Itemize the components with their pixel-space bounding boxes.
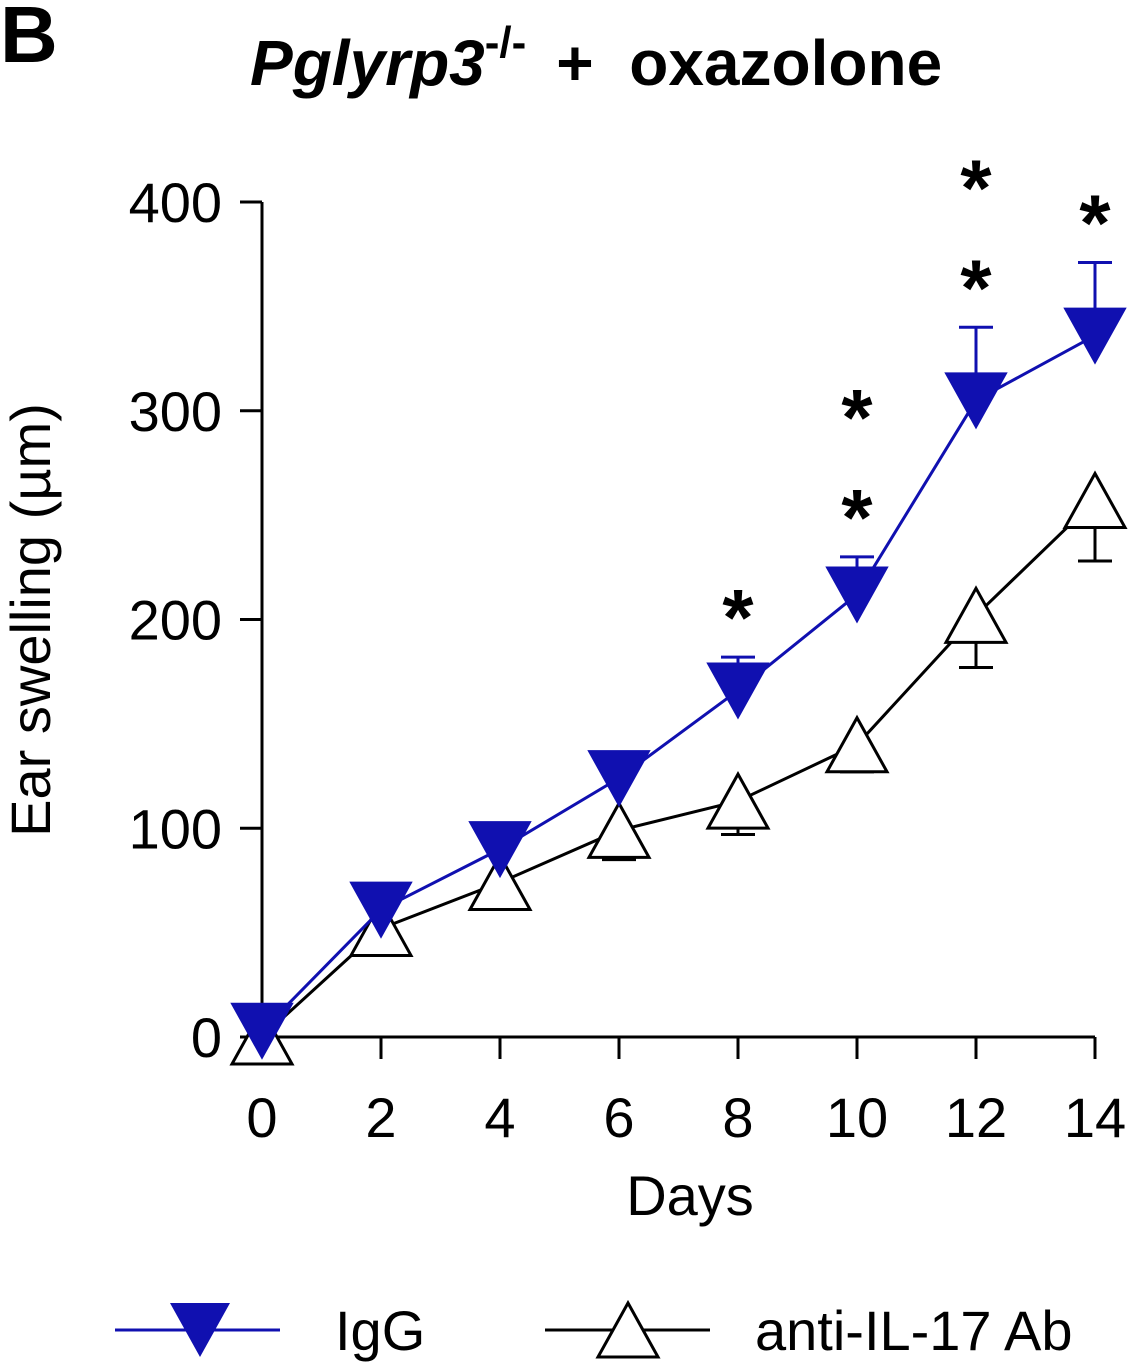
data-point [705,771,771,830]
series-igg [230,261,1127,1060]
data-point [468,821,532,879]
x-tick-label: 6 [603,1086,634,1149]
title-gene: Pglyrp3 [250,27,485,99]
series-group: * * * * * * [229,143,1128,1066]
x-tick-label: 0 [246,1086,277,1149]
data-point [230,1002,294,1060]
series-anti-il17 [229,470,1128,1066]
data-point [467,852,533,912]
title-rest: + oxazolone [556,27,942,99]
significance-asterisk: * [960,243,992,332]
y-axis-label: Ear swelling (µm) [0,403,62,837]
data-point [825,566,889,624]
x-tick-label: 12 [945,1086,1007,1149]
x-tick-label: 8 [722,1086,753,1149]
data-point [824,714,890,774]
x-tick-label: 4 [484,1086,515,1149]
chart-title: Pglyrp3-/- + oxazolone [250,18,942,99]
x-tick-label: 14 [1064,1086,1126,1149]
x-axis-label: Days [626,1164,754,1227]
data-point [706,662,770,720]
title-superscript: -/- [485,18,527,67]
significance-asterisk: * [1079,179,1111,268]
y-tick-label: 100 [129,797,222,860]
data-point [1063,307,1127,365]
data-point [943,585,1009,644]
legend: IgG anti-IL-17 Ab [115,1299,1073,1362]
data-point [349,881,413,939]
y-tick-label: 200 [129,589,222,652]
y-tick-label: 0 [191,1006,222,1069]
significance-asterisk: * [841,373,873,462]
legend-marker-igg [170,1303,230,1357]
legend-marker-anti-il17 [595,1299,661,1359]
x-tick-label: 2 [365,1086,396,1149]
significance-asterisk: * [841,473,873,562]
data-point [944,372,1008,430]
legend-label-anti-il17: anti-IL-17 Ab [755,1299,1073,1362]
y-tick-label: 300 [129,380,222,443]
data-point [586,800,652,859]
significance-asterisk: * [960,143,992,232]
data-point [587,750,651,808]
panel-label: B [0,0,58,79]
significance-asterisk: * [722,573,754,662]
data-point [1062,470,1128,530]
legend-label-igg: IgG [335,1299,425,1362]
y-tick-label: 400 [129,171,222,234]
x-tick-label: 10 [826,1086,888,1149]
